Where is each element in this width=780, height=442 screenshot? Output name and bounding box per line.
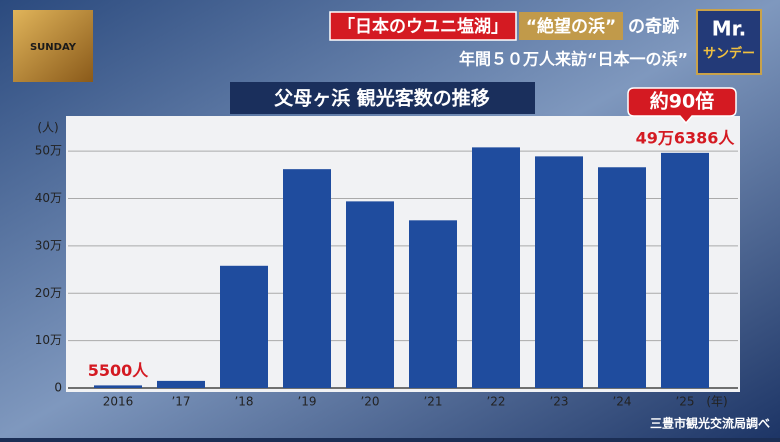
logo-left: SUNDAY: [30, 42, 77, 53]
x-tick-label: ’25: [675, 395, 694, 409]
y-tick-label: 10万: [35, 333, 62, 347]
y-tick-label: 0: [54, 381, 62, 395]
y-tick-label: 30万: [35, 238, 62, 252]
bar: [409, 220, 457, 388]
x-tick-label: ’18: [234, 395, 253, 409]
headline-2: “絶望の浜”: [526, 16, 616, 37]
y-tick-label: 40万: [35, 191, 62, 205]
annotation-box: [627, 87, 737, 125]
bar: [346, 201, 394, 388]
x-tick-label: ’24: [612, 395, 631, 409]
subtitle: 年間５０万人来訪“日本一の浜”: [459, 50, 688, 69]
y-tick-label: 20万: [35, 286, 62, 300]
headline-box-2: [519, 12, 623, 40]
chart-title: 父母ヶ浜 観光客数の推移: [273, 87, 490, 110]
value-label: 49万6386人: [636, 128, 736, 147]
x-tick-label: ’17: [171, 395, 190, 409]
title-box: [230, 82, 535, 114]
x-tick-label: ’19: [297, 395, 316, 409]
headline-3: の奇跡: [628, 16, 679, 37]
bar: [94, 385, 142, 388]
bar: [157, 380, 205, 388]
y-unit: (人): [37, 121, 58, 135]
bar: [535, 156, 583, 388]
logo-right-bottom: サンデー: [703, 46, 755, 62]
bar: [472, 147, 520, 388]
bar: [220, 265, 268, 388]
x-tick-label: ’22: [486, 395, 505, 409]
y-tick-label: 50万: [35, 144, 62, 158]
source: 三豊市観光交流局調べ: [650, 416, 770, 431]
x-tick-label: ’23: [549, 395, 568, 409]
bar: [598, 167, 646, 388]
x-tick-label: ’20: [360, 395, 379, 409]
value-label: 5500人: [88, 361, 150, 380]
bar: [661, 152, 709, 388]
headline-1: 「日本のウユニ塩湖」: [338, 16, 508, 37]
x-unit: (年): [706, 395, 727, 409]
logo-right-box: [696, 9, 762, 75]
logo-left-box: [13, 10, 93, 82]
bar: [283, 169, 331, 388]
x-tick-label: ’21: [423, 395, 442, 409]
headline-box-1: [329, 11, 517, 41]
annotation: 約90倍: [650, 90, 714, 113]
logo-right-top: Mr.: [712, 17, 747, 41]
x-tick-label: 2016: [103, 395, 134, 409]
